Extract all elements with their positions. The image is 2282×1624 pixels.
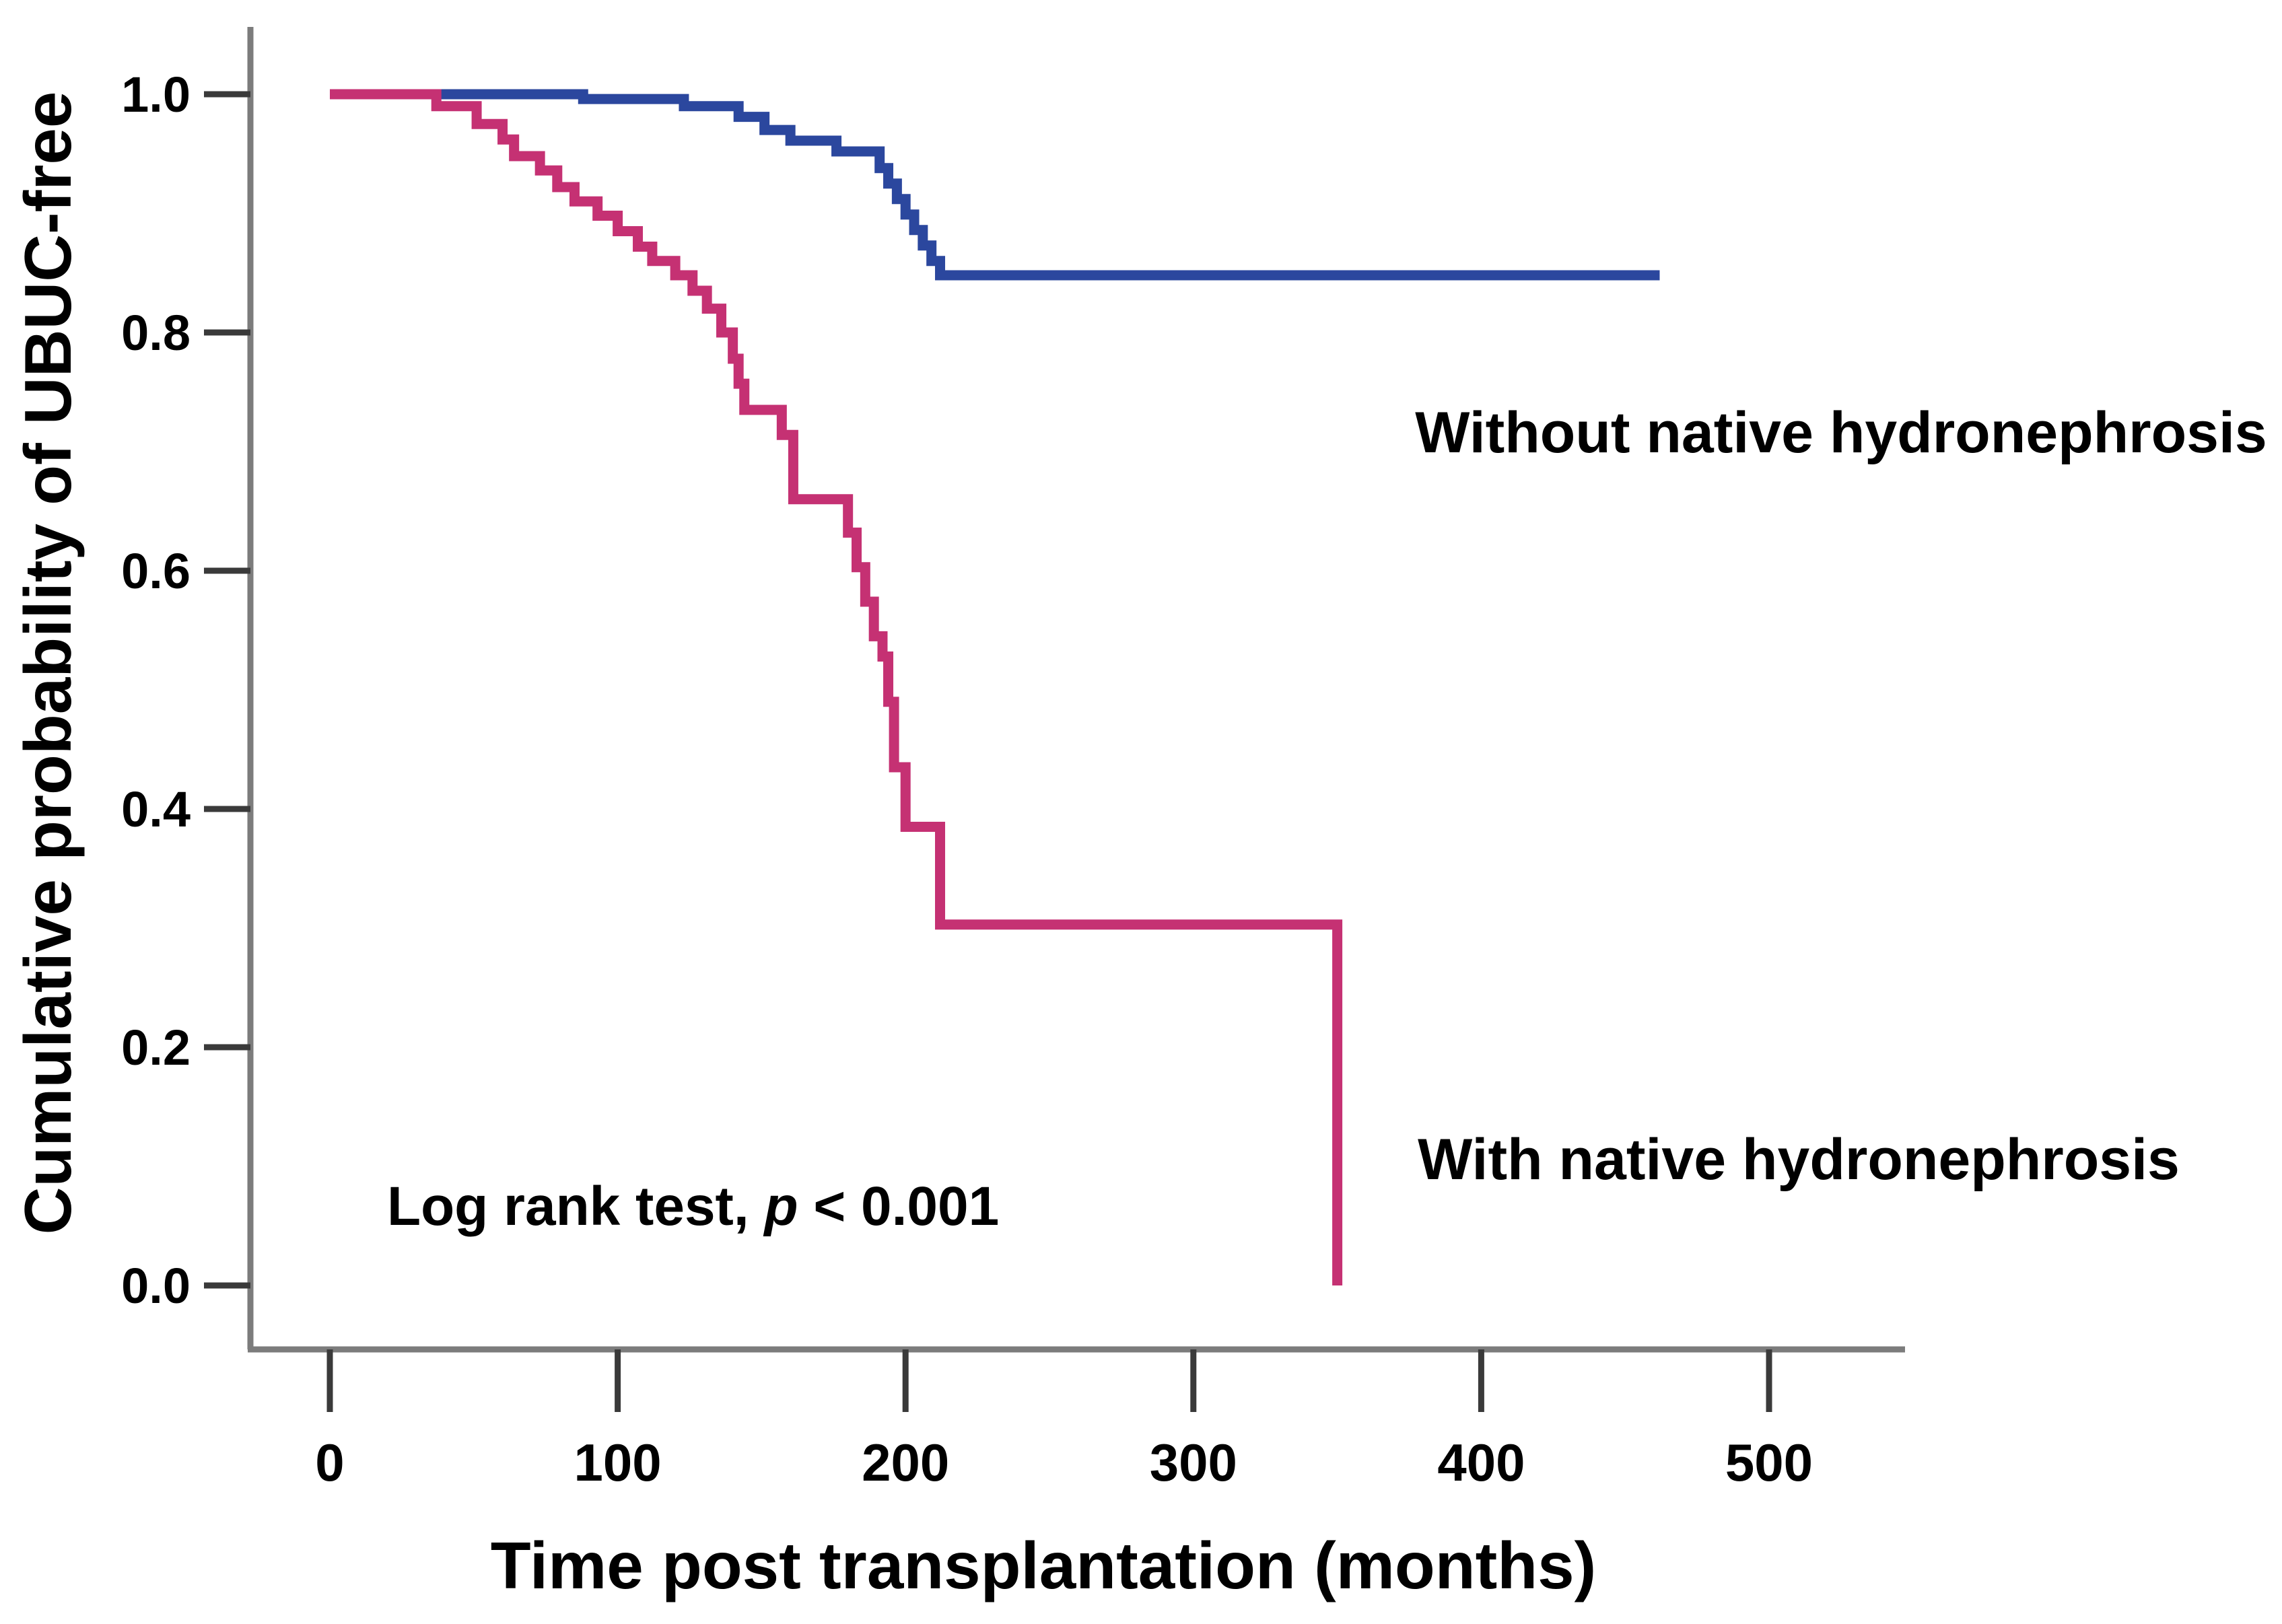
log-rank-annotation: Log rank test, p < 0.001 — [387, 1176, 999, 1237]
y-tick-label: 0.0 — [121, 1258, 191, 1314]
x-tick-label: 500 — [1725, 1433, 1813, 1492]
x-tick-label: 300 — [1150, 1433, 1237, 1492]
x-tick-label: 0 — [315, 1433, 344, 1492]
x-tick-label: 200 — [862, 1433, 949, 1492]
y-tick-label: 0.6 — [121, 543, 191, 599]
x-axis-ticks: 0 100 200 300 400 500 — [315, 1349, 1813, 1492]
label-without-native-hydronephrosis: Without native hydronephrosis — [1415, 400, 2267, 465]
y-axis-title: Cumulative probability of UBUC-free — [11, 92, 85, 1235]
x-axis-title: Time post transplantation (months) — [491, 1528, 1596, 1602]
y-tick-label: 0.4 — [121, 781, 191, 837]
log-rank-suffix: < 0.001 — [798, 1176, 1000, 1237]
x-tick-label: 100 — [574, 1433, 662, 1492]
y-tick-label: 0.2 — [121, 1020, 191, 1075]
km-curve-without-hydronephrosis — [330, 89, 1660, 281]
y-tick-label: 1.0 — [121, 67, 191, 122]
log-rank-prefix: Log rank test, — [387, 1176, 764, 1237]
km-curve-with-hydronephrosis — [330, 89, 1343, 1285]
y-tick-label: 0.8 — [121, 305, 191, 361]
x-tick-label: 400 — [1437, 1433, 1525, 1492]
label-with-native-hydronephrosis: With native hydronephrosis — [1418, 1127, 2180, 1192]
y-axis-ticks: 0.0 0.2 0.4 0.6 0.8 1.0 — [121, 67, 250, 1314]
log-rank-p-symbol: p — [763, 1176, 798, 1237]
